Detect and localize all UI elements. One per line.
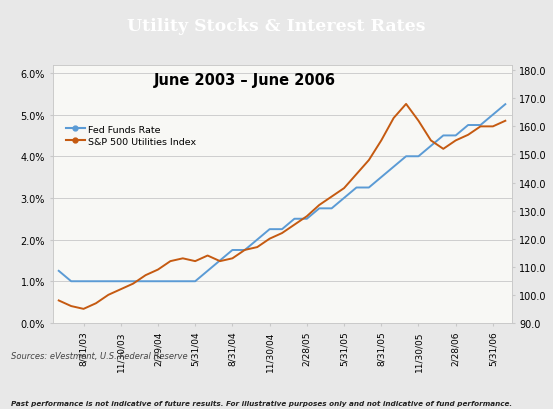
Legend: Fed Funds Rate, S&P 500 Utilities Index: Fed Funds Rate, S&P 500 Utilities Index <box>62 122 200 150</box>
Text: June 2003 – June 2006: June 2003 – June 2006 <box>154 73 336 88</box>
Text: Sources: eVestment, U.S. Federal Reserve: Sources: eVestment, U.S. Federal Reserve <box>11 351 187 360</box>
Text: Past performance is not indicative of future results. For illustrative purposes : Past performance is not indicative of fu… <box>11 400 512 406</box>
Text: Utility Stocks & Interest Rates: Utility Stocks & Interest Rates <box>127 18 426 35</box>
